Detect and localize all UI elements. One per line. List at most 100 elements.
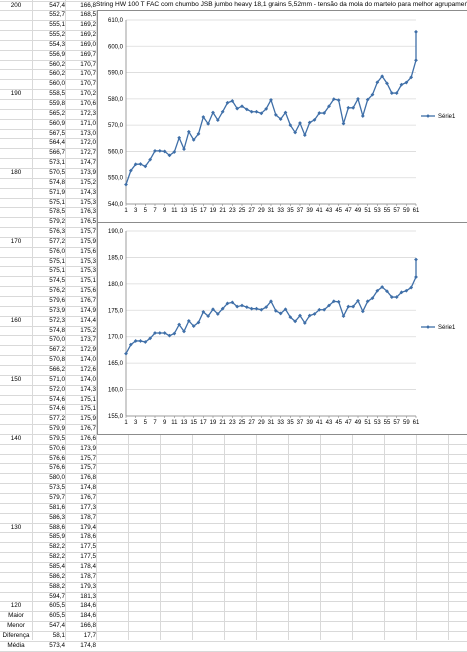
cell-velocity[interactable]: 560,2 [49, 60, 65, 68]
summary-energy[interactable]: 166,8 [80, 622, 96, 630]
cell-velocity[interactable]: 579,9 [49, 425, 65, 433]
cell-energy[interactable]: 169,2 [80, 31, 96, 39]
cell-energy[interactable]: 169,0 [80, 40, 96, 48]
cell-energy[interactable]: 174,0 [80, 356, 96, 364]
summary-label[interactable]: Menor [7, 622, 25, 630]
cell-velocity[interactable]: 573,9 [49, 306, 65, 314]
cell-velocity[interactable]: 574,6 [49, 395, 65, 403]
cell-velocity[interactable]: 576,2 [49, 287, 65, 295]
cell-tension[interactable] [0, 40, 32, 50]
cell-energy[interactable]: 171,0 [80, 119, 96, 127]
summary-velocity[interactable]: 573,4 [49, 641, 65, 649]
cell-velocity[interactable]: 574,5 [49, 277, 65, 285]
cell-tension[interactable]: 170 [10, 237, 22, 245]
summary-label[interactable]: Média [7, 641, 25, 649]
cell-energy[interactable]: 176,8 [80, 474, 96, 482]
cell-tension[interactable] [0, 335, 32, 345]
cell-velocity[interactable]: 560,2 [49, 70, 65, 78]
cell-tension[interactable] [0, 60, 32, 70]
cell-velocity[interactable]: 547,4 [49, 1, 65, 9]
summary-label[interactable]: Diferença [2, 631, 30, 639]
cell-energy[interactable]: 175,1 [80, 277, 96, 285]
cell-tension[interactable] [0, 217, 32, 227]
cell-tension[interactable] [0, 404, 32, 414]
cell-energy[interactable]: 170,2 [80, 90, 96, 98]
cell-energy[interactable]: 178,7 [80, 572, 96, 580]
cell-velocity[interactable]: 572,3 [49, 316, 65, 324]
cell-energy[interactable]: 176,7 [80, 494, 96, 501]
cell-velocity[interactable]: 575,1 [49, 267, 65, 275]
chart-energy[interactable]: 155,0 160,0 165,0 170,0 175,0 180,0 185,0 190,0… [97, 222, 467, 435]
cell-velocity[interactable]: 586,2 [49, 572, 65, 580]
cell-energy[interactable]: 175,3 [80, 267, 96, 275]
cell-energy[interactable]: 170,6 [80, 100, 96, 107]
cell-tension[interactable] [0, 257, 32, 267]
cell-energy[interactable]: 175,9 [80, 237, 96, 245]
cell-energy[interactable]: 173,7 [80, 336, 96, 344]
cell-velocity[interactable]: 575,1 [49, 198, 65, 206]
cell-energy[interactable]: 174,7 [80, 159, 96, 167]
cell-tension[interactable] [0, 582, 32, 592]
cell-tension[interactable] [0, 227, 32, 237]
cell-energy[interactable]: 174,8 [80, 484, 96, 492]
cell-tension[interactable] [0, 69, 32, 79]
cell-velocity[interactable]: 570,0 [49, 336, 65, 344]
cell-energy[interactable]: 177,3 [80, 503, 96, 511]
cell-tension[interactable] [0, 454, 32, 464]
cell-velocity[interactable]: 565,2 [49, 109, 65, 117]
cell-velocity[interactable]: 558,5 [49, 90, 65, 98]
cell-energy[interactable]: 174,3 [80, 188, 96, 196]
cell-energy[interactable]: 170,7 [80, 70, 96, 78]
cell-velocity[interactable]: 566,7 [49, 149, 65, 157]
cell-tension[interactable] [0, 552, 32, 562]
cell-velocity[interactable]: 573,1 [49, 159, 65, 167]
cell-energy[interactable]: 174,4 [80, 316, 96, 324]
cell-velocity[interactable]: 572,0 [49, 385, 65, 393]
cell-velocity[interactable]: 559,8 [49, 100, 65, 107]
cell-velocity[interactable]: 588,2 [49, 582, 65, 590]
cell-tension[interactable] [0, 562, 32, 572]
cell-energy[interactable]: 172,7 [80, 149, 96, 157]
cell-tension[interactable] [0, 572, 32, 582]
cell-velocity[interactable]: 555,1 [49, 21, 65, 29]
cell-velocity[interactable]: 585,4 [49, 562, 65, 570]
cell-energy[interactable]: 176,7 [80, 425, 96, 433]
cell-energy[interactable]: 177,5 [80, 543, 96, 551]
cell-velocity[interactable]: 586,3 [49, 513, 65, 521]
cell-energy[interactable]: 170,7 [80, 60, 96, 68]
cell-tension[interactable]: 130 [10, 523, 22, 531]
cell-energy[interactable]: 176,6 [80, 434, 96, 442]
cell-velocity[interactable]: 576,6 [49, 454, 65, 462]
cell-velocity[interactable]: 578,5 [49, 208, 65, 216]
cell-energy[interactable]: 172,3 [80, 109, 96, 117]
cell-energy[interactable]: 166,8 [80, 1, 96, 9]
summary-energy[interactable]: 184,6 [80, 612, 96, 620]
cell-tension[interactable] [0, 266, 32, 276]
cell-tension[interactable] [0, 178, 32, 188]
cell-energy[interactable]: 175,6 [80, 247, 96, 255]
cell-tension[interactable]: 180 [10, 168, 22, 176]
cell-tension[interactable]: 160 [10, 316, 22, 324]
cell-velocity[interactable]: 580,0 [49, 474, 65, 482]
cell-velocity[interactable]: 573,5 [49, 484, 65, 492]
cell-tension[interactable] [0, 385, 32, 395]
summary-energy[interactable]: 17,7 [83, 631, 96, 639]
cell-tension[interactable] [0, 532, 32, 542]
cell-tension[interactable] [0, 444, 32, 454]
cell-velocity[interactable]: 576,3 [49, 228, 65, 236]
cell-velocity[interactable]: 577,2 [49, 415, 65, 423]
cell-velocity[interactable]: 560,9 [49, 119, 65, 127]
cell-energy[interactable]: 175,1 [80, 395, 96, 403]
cell-velocity[interactable]: 574,8 [49, 326, 65, 334]
cell-velocity[interactable]: 577,2 [49, 237, 65, 245]
cell-tension[interactable] [0, 148, 32, 158]
cell-velocity[interactable]: 571,0 [49, 375, 65, 383]
cell-tension[interactable] [0, 247, 32, 257]
cell-energy[interactable]: 175,7 [80, 228, 96, 236]
cell-energy[interactable]: 174,0 [80, 375, 96, 383]
cell-velocity[interactable]: 594,7 [49, 592, 65, 600]
cell-velocity[interactable]: 566,2 [49, 365, 65, 373]
cell-energy[interactable]: 175,2 [80, 178, 96, 186]
cell-tension[interactable]: 140 [10, 434, 22, 442]
cell-tension[interactable]: 190 [10, 90, 22, 98]
